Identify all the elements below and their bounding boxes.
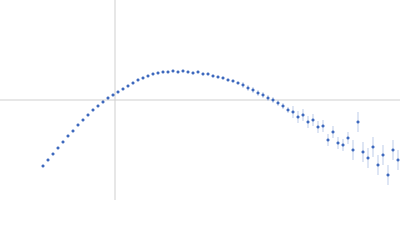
data-point — [146, 74, 150, 78]
data-point — [216, 75, 220, 79]
data-point — [276, 101, 280, 105]
data-point — [241, 83, 245, 87]
data-point — [346, 136, 350, 140]
data-point — [156, 71, 160, 75]
data-point — [356, 120, 360, 124]
data-point — [56, 146, 60, 150]
data-point — [226, 78, 230, 82]
data-point — [166, 70, 170, 74]
data-point — [261, 93, 265, 97]
data-point — [371, 145, 375, 149]
data-point — [211, 74, 215, 78]
data-point — [46, 158, 50, 162]
data-point — [201, 72, 205, 76]
data-point — [111, 93, 115, 97]
data-point — [361, 150, 365, 154]
data-point — [366, 156, 370, 160]
data-point — [196, 70, 200, 74]
data-point — [306, 120, 310, 124]
data-point — [231, 79, 235, 83]
data-point — [391, 148, 395, 152]
data-point — [266, 96, 270, 100]
data-point — [296, 115, 300, 119]
data-point — [236, 81, 240, 85]
data-point — [186, 70, 190, 74]
data-point — [246, 86, 250, 90]
data-point — [61, 140, 65, 144]
data-point — [381, 153, 385, 157]
data-point — [136, 78, 140, 82]
data-point — [326, 138, 330, 142]
data-point — [291, 110, 295, 114]
data-point — [181, 69, 185, 73]
data-point — [86, 113, 90, 117]
data-point — [96, 104, 100, 108]
data-point — [221, 76, 225, 80]
data-point — [51, 152, 55, 156]
data-point — [311, 118, 315, 122]
chart — [0, 0, 400, 200]
data-point — [386, 173, 390, 177]
data-point — [191, 71, 195, 75]
data-point — [331, 130, 335, 134]
data-point — [301, 113, 305, 117]
data-point — [161, 70, 165, 74]
data-point — [271, 98, 275, 102]
data-point — [336, 141, 340, 145]
data-point — [91, 108, 95, 112]
data-point — [131, 81, 135, 85]
data-point — [76, 123, 80, 127]
data-point — [251, 88, 255, 92]
data-point — [351, 148, 355, 152]
data-point — [81, 118, 85, 122]
data-point — [151, 72, 155, 76]
data-point — [206, 72, 210, 76]
data-point — [376, 163, 380, 167]
data-point — [41, 164, 45, 168]
data-point — [171, 69, 175, 73]
data-point — [106, 96, 110, 100]
data-point — [396, 158, 400, 162]
data-point — [286, 108, 290, 112]
data-point — [141, 76, 145, 80]
data-point — [66, 134, 70, 138]
data-point — [116, 90, 120, 94]
data-point — [121, 87, 125, 91]
data-point — [341, 143, 345, 147]
data-point — [101, 100, 105, 104]
data-point — [281, 104, 285, 108]
data-point — [71, 129, 75, 133]
data-point — [321, 124, 325, 128]
data-point — [316, 125, 320, 129]
data-point — [126, 84, 130, 88]
data-point — [256, 91, 260, 95]
data-point — [176, 70, 180, 74]
